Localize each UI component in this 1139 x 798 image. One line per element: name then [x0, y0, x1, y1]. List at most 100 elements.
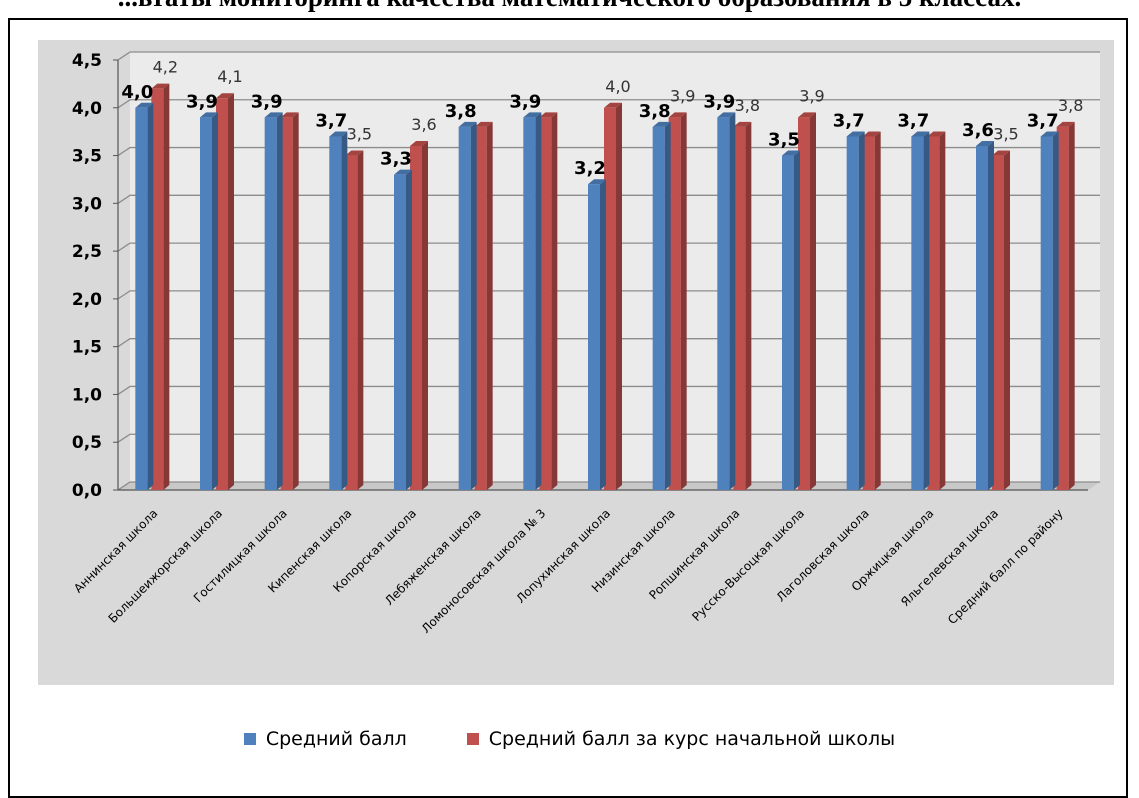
bar-series-2-top — [410, 141, 428, 146]
bar-series-1-side — [988, 141, 994, 490]
bar-series-1 — [264, 117, 277, 490]
bar-series-1-side — [664, 121, 671, 490]
y-tick-label: 4,5 — [72, 51, 102, 71]
y-tick-label: 2,5 — [72, 242, 102, 262]
bar-series-1-side — [535, 112, 542, 490]
bar-series-2 — [992, 155, 1004, 491]
data-label-series-1: 3,7 — [1027, 110, 1059, 131]
bar-series-1 — [329, 136, 342, 490]
data-label-series-1: 3,8 — [639, 101, 671, 122]
bar-series-1-top — [911, 131, 930, 137]
bar-series-2-top — [604, 102, 622, 108]
data-label-series-2: 4,0 — [605, 77, 630, 96]
bar-series-2-side — [422, 141, 428, 490]
bar-series-2 — [798, 117, 810, 490]
bar-series-2-side — [1004, 150, 1010, 491]
legend-item-series-1: Средний балл — [243, 728, 407, 750]
gridline — [117, 290, 1100, 300]
bar-series-2 — [474, 126, 487, 490]
bar-series-2-top — [733, 121, 752, 127]
gridline — [117, 194, 1100, 204]
bar-series-1-side — [794, 150, 800, 491]
bar-series-2 — [216, 98, 228, 490]
bar-series-1-top — [717, 112, 736, 118]
bar-series-1-top — [976, 141, 994, 146]
gridline — [117, 51, 1100, 61]
bar-series-1-side — [147, 102, 154, 491]
data-label-series-1: 3,7 — [833, 110, 865, 131]
bar-series-2 — [410, 146, 422, 490]
bar-series-2-top — [345, 150, 364, 156]
bar-series-1 — [135, 107, 148, 491]
bar-series-1 — [200, 117, 212, 490]
bar-series-1 — [523, 117, 536, 490]
bar-series-2-side — [939, 131, 946, 490]
legend-swatch-series-1 — [243, 733, 256, 745]
bar-series-2-top — [992, 150, 1010, 156]
data-label-series-2: 3,9 — [799, 86, 824, 105]
bar-series-2-top — [927, 131, 946, 137]
bar-series-1-side — [276, 112, 283, 490]
bar-series-2-side — [357, 150, 364, 491]
bar-series-1-side — [729, 112, 736, 490]
data-label-series-1: 3,7 — [315, 110, 347, 131]
bar-series-1-top — [1040, 131, 1059, 137]
bar-series-2 — [733, 126, 746, 490]
bar-series-2-top — [862, 131, 881, 137]
gridline — [117, 99, 1100, 109]
gridline — [117, 385, 1100, 395]
data-label-series-2: 4,1 — [217, 67, 242, 86]
bar-series-1-top — [264, 112, 283, 118]
bar-series-1 — [911, 136, 924, 490]
bar-series-2-side — [1068, 121, 1075, 490]
bar-series-1-top — [846, 131, 865, 137]
data-label-series-2: 3,6 — [411, 115, 436, 134]
data-label-series-2: 3,5 — [347, 125, 372, 144]
data-label-series-1: 3,8 — [445, 101, 477, 122]
bar-series-2-side — [292, 112, 299, 490]
gridline — [117, 481, 1100, 491]
bar-series-2-top — [1056, 121, 1075, 127]
bar-series-2-top — [798, 112, 816, 118]
data-label-series-1: 3,2 — [574, 158, 606, 179]
bar-series-2-top — [216, 93, 234, 99]
bar-series-2-top — [151, 83, 170, 89]
y-tick-label: 4,0 — [72, 99, 102, 119]
bar-series-1-top — [135, 102, 154, 108]
bar-series-1-top — [782, 150, 800, 156]
bar-series-1-side — [341, 131, 348, 490]
bar-series-1-side — [858, 131, 865, 490]
bar-series-2-top — [474, 121, 493, 127]
gridline — [117, 338, 1100, 348]
bar-series-2-side — [680, 112, 687, 490]
bar-series-2 — [668, 117, 681, 490]
bar-series-1-side — [1052, 131, 1059, 490]
data-label-series-1: 4,0 — [121, 82, 153, 103]
y-tick-label: 1,5 — [72, 338, 102, 358]
bar-series-2 — [927, 136, 940, 490]
y-tick-label: 0,5 — [72, 433, 102, 453]
bar-series-1-top — [200, 112, 218, 118]
bar-series-1 — [846, 136, 859, 490]
y-tick-label: 3,5 — [72, 147, 102, 167]
bar-series-2 — [280, 117, 293, 490]
bar-series-2-top — [539, 112, 558, 118]
y-tick-label: 0,0 — [72, 481, 102, 501]
gridline — [117, 242, 1100, 252]
data-label-series-1: 3,9 — [186, 91, 218, 112]
bar-series-1 — [1040, 136, 1053, 490]
gridline — [117, 433, 1100, 443]
bar-series-2 — [604, 107, 616, 491]
legend-swatch-series-2 — [466, 733, 479, 745]
bar-series-2-side — [551, 112, 558, 490]
y-tick-label: 1,0 — [72, 385, 102, 405]
bar-series-1 — [976, 146, 988, 490]
bar-series-1 — [782, 155, 794, 491]
data-label-series-2: 3,8 — [735, 96, 760, 115]
bar-series-2-side — [745, 121, 752, 490]
bar-series-1-side — [923, 131, 930, 490]
bar-series-2 — [151, 88, 164, 491]
bar-series-1-side — [600, 179, 606, 490]
y-tick-label: 2,0 — [72, 290, 102, 310]
data-label-series-2: 3,9 — [670, 86, 695, 105]
